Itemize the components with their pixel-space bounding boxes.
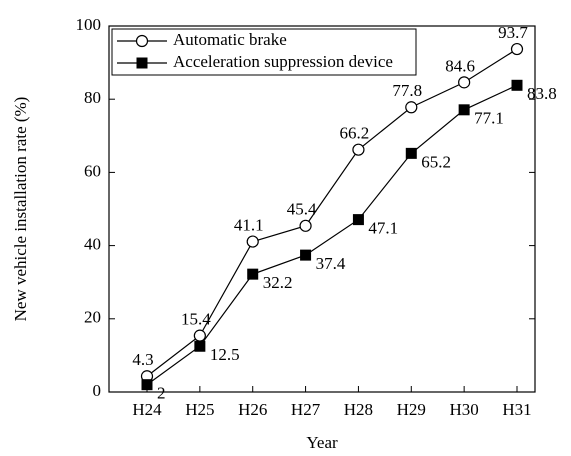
y-tick-label: 0: [93, 381, 102, 400]
marker: [511, 79, 523, 91]
legend-marker: [135, 34, 149, 48]
data-label: 77.8: [392, 81, 422, 100]
marker: [405, 101, 418, 114]
x-tick-label: H31: [502, 400, 531, 419]
data-label: 15.4: [181, 310, 211, 329]
marker: [193, 329, 206, 342]
marker: [300, 249, 312, 261]
marker: [247, 268, 259, 280]
data-label: 83.8: [527, 84, 557, 103]
x-tick-label: H28: [344, 400, 373, 419]
plot-frame: [108, 25, 536, 393]
x-tick-label: H25: [185, 400, 214, 419]
marker: [458, 104, 470, 116]
y-tick-label: 80: [84, 88, 101, 107]
data-label: 2: [157, 384, 166, 403]
marker: [246, 235, 259, 248]
x-tick-label: H24: [132, 400, 162, 419]
marker: [194, 340, 206, 352]
marker: [352, 214, 364, 226]
series-line: [146, 48, 518, 377]
x-tick-label: H30: [450, 400, 479, 419]
x-tick-label: H26: [238, 400, 267, 419]
y-tick-label: 20: [84, 308, 101, 327]
y-axis-label: New vehicle installation rate (%): [11, 97, 30, 322]
data-label: 32.2: [263, 273, 293, 292]
data-label: 47.1: [368, 219, 398, 238]
x-tick-label: H29: [397, 400, 426, 419]
x-tick-label: H27: [291, 400, 321, 419]
data-label: 77.1: [474, 109, 504, 128]
y-tick-label: 60: [84, 161, 101, 180]
legend-box: [111, 28, 417, 76]
data-label: 84.6: [445, 56, 475, 75]
marker: [458, 76, 471, 89]
data-label: 41.1: [234, 215, 264, 234]
data-label: 37.4: [316, 254, 346, 273]
data-label: 45.4: [287, 200, 317, 219]
legend-label: Automatic brake: [173, 30, 287, 49]
data-label: 4.3: [132, 350, 153, 369]
legend-label: Acceleration suppression device: [173, 52, 393, 71]
data-label: 12.5: [210, 345, 240, 364]
marker: [405, 147, 417, 159]
marker: [299, 219, 312, 232]
data-label: 93.7: [498, 23, 528, 42]
y-tick-label: 40: [84, 235, 101, 254]
marker: [352, 143, 365, 156]
y-tick-label: 100: [76, 15, 102, 34]
data-label: 66.2: [340, 124, 370, 143]
x-axis-label: Year: [306, 433, 338, 452]
marker: [510, 42, 524, 56]
series-line: [146, 84, 518, 386]
data-label: 65.2: [421, 152, 451, 171]
marker: [141, 379, 153, 391]
legend-marker: [136, 57, 148, 69]
